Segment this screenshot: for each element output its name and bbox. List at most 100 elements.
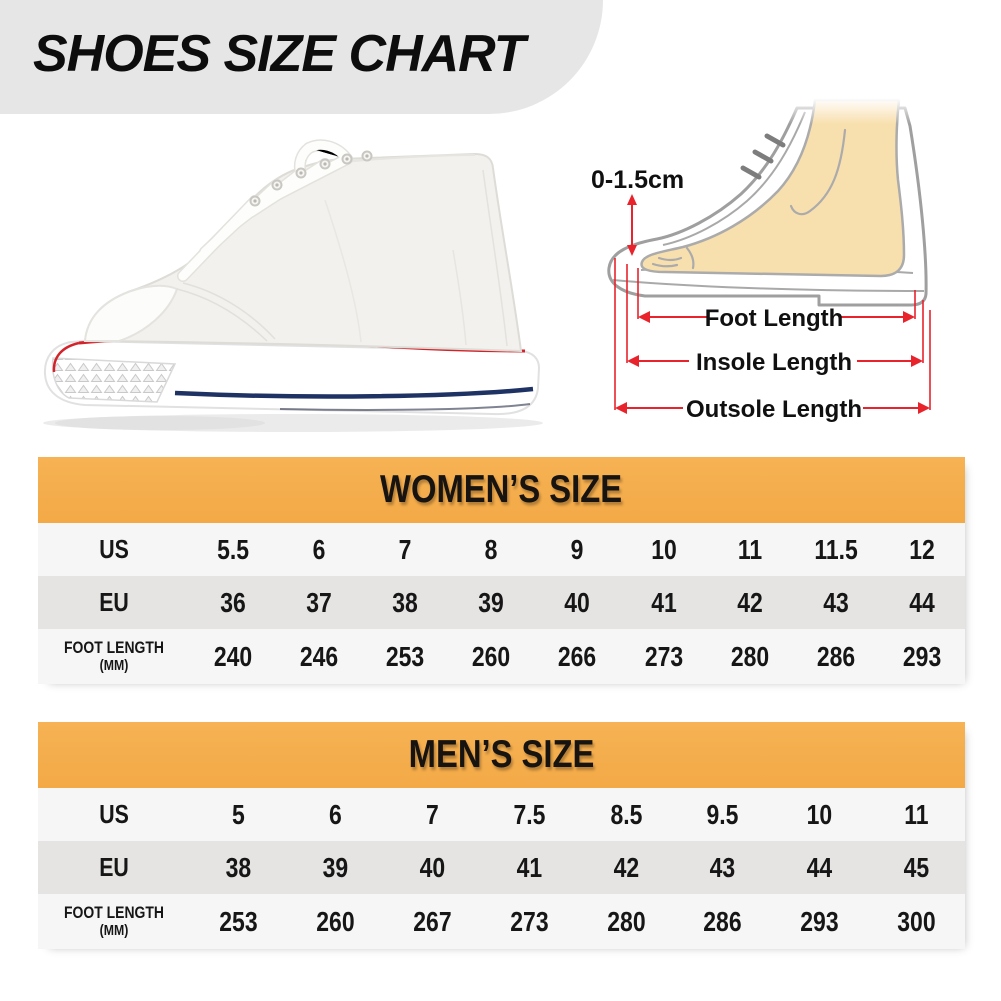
size-value: 246 [300,640,339,672]
eyelets [249,150,373,207]
foot-length-label: Foot Length [705,305,844,332]
heel-seam [482,169,508,347]
size-value: 45 [903,851,930,883]
outsole-length-label: Outsole Length [686,396,862,423]
size-value: 36 [220,586,246,618]
row-label-line1: FOOT LENGTH [64,902,164,922]
size-value: 42 [736,586,763,618]
outsole-line [612,279,925,292]
foot-measurement-diagram: 0-1.5cm Foot Length Insole Length Outsol… [591,98,931,423]
size-value: 10 [806,798,833,830]
quarter-seam [324,199,362,343]
title-banner: SHOES SIZE CHART [0,0,603,114]
size-value: 12 [909,533,935,565]
page-title: SHOES SIZE CHART [33,25,526,83]
size-value: 9 [571,533,584,565]
row-label: US [99,534,129,564]
size-value: 5.5 [217,533,250,565]
size-value: 11 [737,533,762,565]
size-value: 39 [478,586,505,618]
size-value: 8.5 [609,798,642,830]
size-value: 42 [613,851,639,883]
size-value: 286 [816,640,855,672]
size-value: 44 [806,851,833,883]
size-value: 286 [703,905,742,937]
size-value: 5 [232,798,245,830]
size-value: 260 [316,905,355,937]
row-label-line2: (MM) [99,921,129,939]
size-value: 39 [322,851,349,883]
vamp-seam [176,288,268,342]
row-label: US [99,799,129,829]
table-row: FOOT LENGTH (MM) 240 246 253 260 266 273 280 286 2… [38,629,965,684]
size-value: 38 [392,586,419,618]
table-header-label: WOMEN’S SIZE [380,468,623,511]
size-value: 40 [564,586,591,618]
size-value: 8 [484,533,498,565]
sole-navy-stripe [174,386,534,399]
size-value: 37 [306,586,332,618]
toe-bumper-tread [51,357,177,403]
table-header-banner: WOMEN’S SIZE [38,457,965,523]
shoe-inner-edge [662,111,806,246]
size-value: 293 [800,905,839,937]
table-row: US 5 6 7 7.5 8.5 9.5 10 11 [38,788,965,841]
size-value: 41 [516,851,542,883]
size-value: 253 [219,905,258,937]
measurement-arrows [614,194,931,414]
size-value: 273 [644,640,683,672]
sole-bottom-line [279,403,531,411]
shoe-shadow-dark [55,416,265,430]
size-value: 43 [710,851,736,883]
size-value: 44 [909,586,935,618]
size-value: 300 [897,905,936,937]
size-value: 293 [902,640,942,672]
size-value: 38 [225,851,252,883]
toe-red-stripe [52,341,80,373]
size-table-men: MEN’S SIZE US 5 6 7 7.5 8.5 9.5 10 11 EU 38 39 40 41 42… [38,722,965,949]
size-value: 41 [650,586,677,618]
size-value: 280 [606,905,646,937]
size-value: 260 [472,640,511,672]
table-row: EU 36 37 38 39 40 41 42 43 44 [38,576,965,629]
size-value: 40 [419,851,445,883]
size-value: 267 [413,905,452,937]
size-value: 7 [425,798,439,830]
vamp-seam-2 [182,282,276,340]
sneaker-photo [43,139,543,432]
size-value: 273 [509,905,549,937]
size-table-women: WOMEN’S SIZE US 5.5 6 7 8 9 10 11 11.5 12 EU 36 37 38 3… [38,457,965,684]
row-label-line1: FOOT LENGTH [64,637,164,657]
table-header-label: MEN’S SIZE [408,733,595,776]
laces [177,139,353,282]
size-value: 253 [386,640,425,672]
leg-fade [783,98,923,124]
table-row: US 5.5 6 7 8 9 10 11 11.5 12 [38,523,965,576]
table-row: EU 38 39 40 41 42 43 44 45 [38,841,965,894]
foot-details [651,128,847,270]
lace-marks [740,133,786,180]
size-value: 11.5 [814,533,858,565]
table-row: FOOT LENGTH (MM) 253 260 267 273 280 286 293 300 [38,894,965,949]
canvas-upper [83,152,523,353]
table-header-banner: MEN’S SIZE [38,722,965,788]
size-value: 7 [398,533,412,565]
heel-patch-seam [452,249,467,346]
size-value: 240 [213,640,253,672]
row-label: EU [99,587,129,617]
size-tables: WOMEN’S SIZE US 5.5 6 7 8 9 10 11 11.5 12 EU 36 37 38 3… [38,457,965,949]
size-value: 7.5 [513,798,546,830]
size-value: 9.5 [706,798,739,830]
size-value: 6 [328,798,342,830]
size-value: 6 [312,533,326,565]
size-value: 43 [823,586,849,618]
size-value: 10 [650,533,677,565]
toe-allowance-label: 0-1.5cm [591,166,684,194]
size-value: 266 [558,640,597,672]
size-value: 280 [730,640,769,672]
foot-shape [640,98,906,278]
row-label: FOOT LENGTH (MM) [52,902,177,939]
size-value: 11 [904,798,929,830]
row-label: EU [99,852,129,882]
row-label: FOOT LENGTH (MM) [52,637,177,674]
